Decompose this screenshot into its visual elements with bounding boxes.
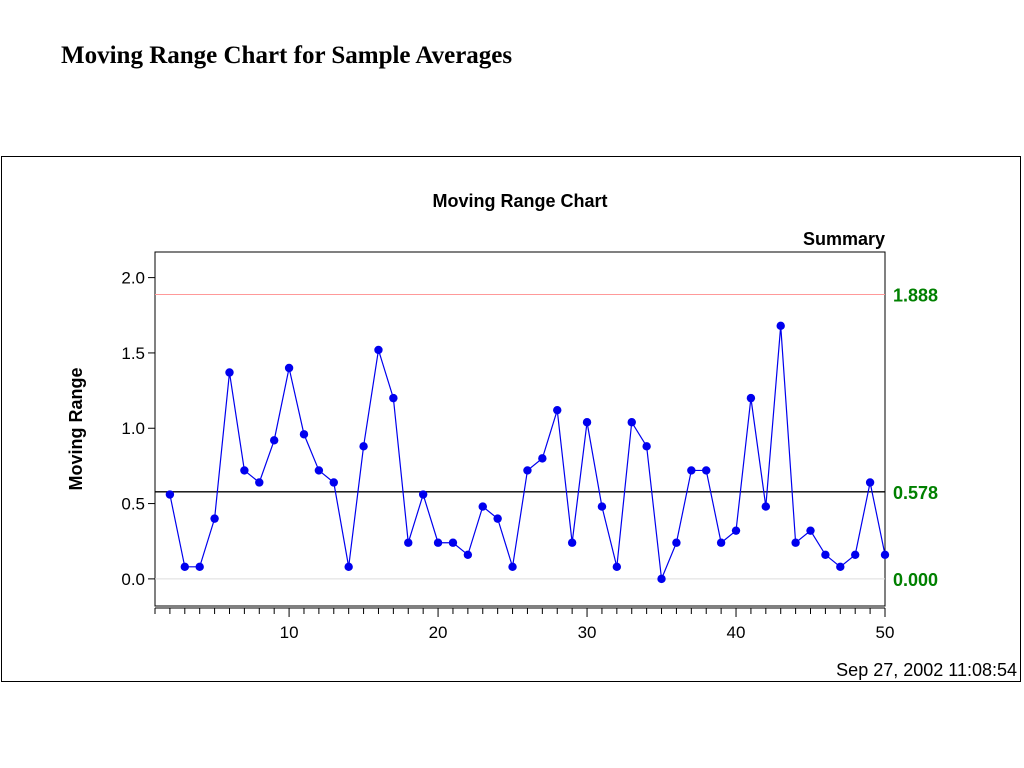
- data-point: [672, 538, 681, 547]
- y-tick-label: 1.5: [121, 344, 145, 363]
- data-point: [821, 550, 830, 559]
- data-point: [508, 562, 517, 572]
- data-point: [687, 466, 696, 475]
- chart-frame: Moving Range Chart Summary Moving Range …: [1, 156, 1021, 682]
- data-point: [627, 418, 636, 427]
- data-point: [404, 538, 413, 547]
- data-point: [448, 538, 458, 547]
- data-point: [478, 502, 487, 511]
- data-point: [314, 466, 324, 475]
- x-tick-label: 50: [876, 623, 895, 642]
- data-point: [836, 562, 845, 572]
- data-point: [463, 550, 473, 559]
- reference-value-center: 0.578: [893, 483, 938, 503]
- data-point: [493, 514, 502, 523]
- data-point: [731, 526, 741, 535]
- data-point: [553, 405, 562, 415]
- series-line: [169, 325, 886, 580]
- plot-area: [154, 251, 886, 607]
- page-title: Moving Range Chart for Sample Averages: [61, 42, 513, 69]
- data-point: [865, 478, 875, 487]
- data-point: [433, 538, 443, 547]
- data-point: [240, 466, 249, 475]
- y-tick-label: 1.0: [121, 419, 145, 438]
- data-point: [776, 321, 785, 331]
- data-point: [389, 393, 398, 403]
- moving-range-chart: Moving Range Chart Summary Moving Range …: [66, 191, 1017, 680]
- chart-title: Moving Range Chart: [432, 191, 607, 211]
- data-point: [851, 550, 860, 559]
- y-tick-label: 2.0: [121, 269, 145, 288]
- data-point: [880, 550, 890, 559]
- data-point: [210, 514, 219, 523]
- data-point: [702, 466, 711, 475]
- data-point: [329, 478, 338, 487]
- data-point: [269, 436, 279, 445]
- data-point: [374, 345, 383, 355]
- data-point: [418, 490, 428, 499]
- timestamp: Sep 27, 2002 11:08:54: [836, 660, 1017, 680]
- data-point: [299, 430, 309, 439]
- data-point: [612, 562, 622, 572]
- x-tick-label: 40: [727, 623, 746, 642]
- data-point: [657, 574, 666, 584]
- data-point: [567, 538, 577, 547]
- data-point: [761, 502, 771, 511]
- x-tick-label: 20: [429, 623, 448, 642]
- data-point: [716, 538, 726, 547]
- data-point: [791, 538, 800, 547]
- reference-value-ucl: 1.888: [893, 285, 938, 305]
- data-point: [642, 442, 651, 451]
- data-point: [597, 502, 607, 511]
- data-point: [195, 562, 204, 572]
- data-point: [225, 368, 234, 377]
- data-point: [359, 442, 368, 451]
- data-point: [180, 562, 189, 572]
- data-point: [165, 490, 175, 499]
- data-point: [806, 526, 815, 535]
- data-point: [746, 393, 756, 403]
- data-point: [284, 363, 294, 373]
- reference-value-lcl: 0.000: [893, 570, 938, 590]
- data-point: [523, 466, 532, 475]
- y-tick-label: 0.5: [121, 495, 145, 514]
- data-point: [344, 562, 353, 572]
- data-point: [255, 478, 264, 487]
- x-tick-label: 30: [578, 623, 597, 642]
- y-tick-label: 0.0: [121, 570, 145, 589]
- x-tick-label: 10: [280, 623, 299, 642]
- data-point: [582, 418, 592, 427]
- y-axis-label: Moving Range: [66, 367, 86, 490]
- data-point: [538, 454, 547, 463]
- plot-layer: 1.888 0.578 0.000 0.0 0.5 1.0 1.5 2.0 10 20 30 40 50: [121, 251, 938, 642]
- summary-label: Summary: [803, 229, 885, 249]
